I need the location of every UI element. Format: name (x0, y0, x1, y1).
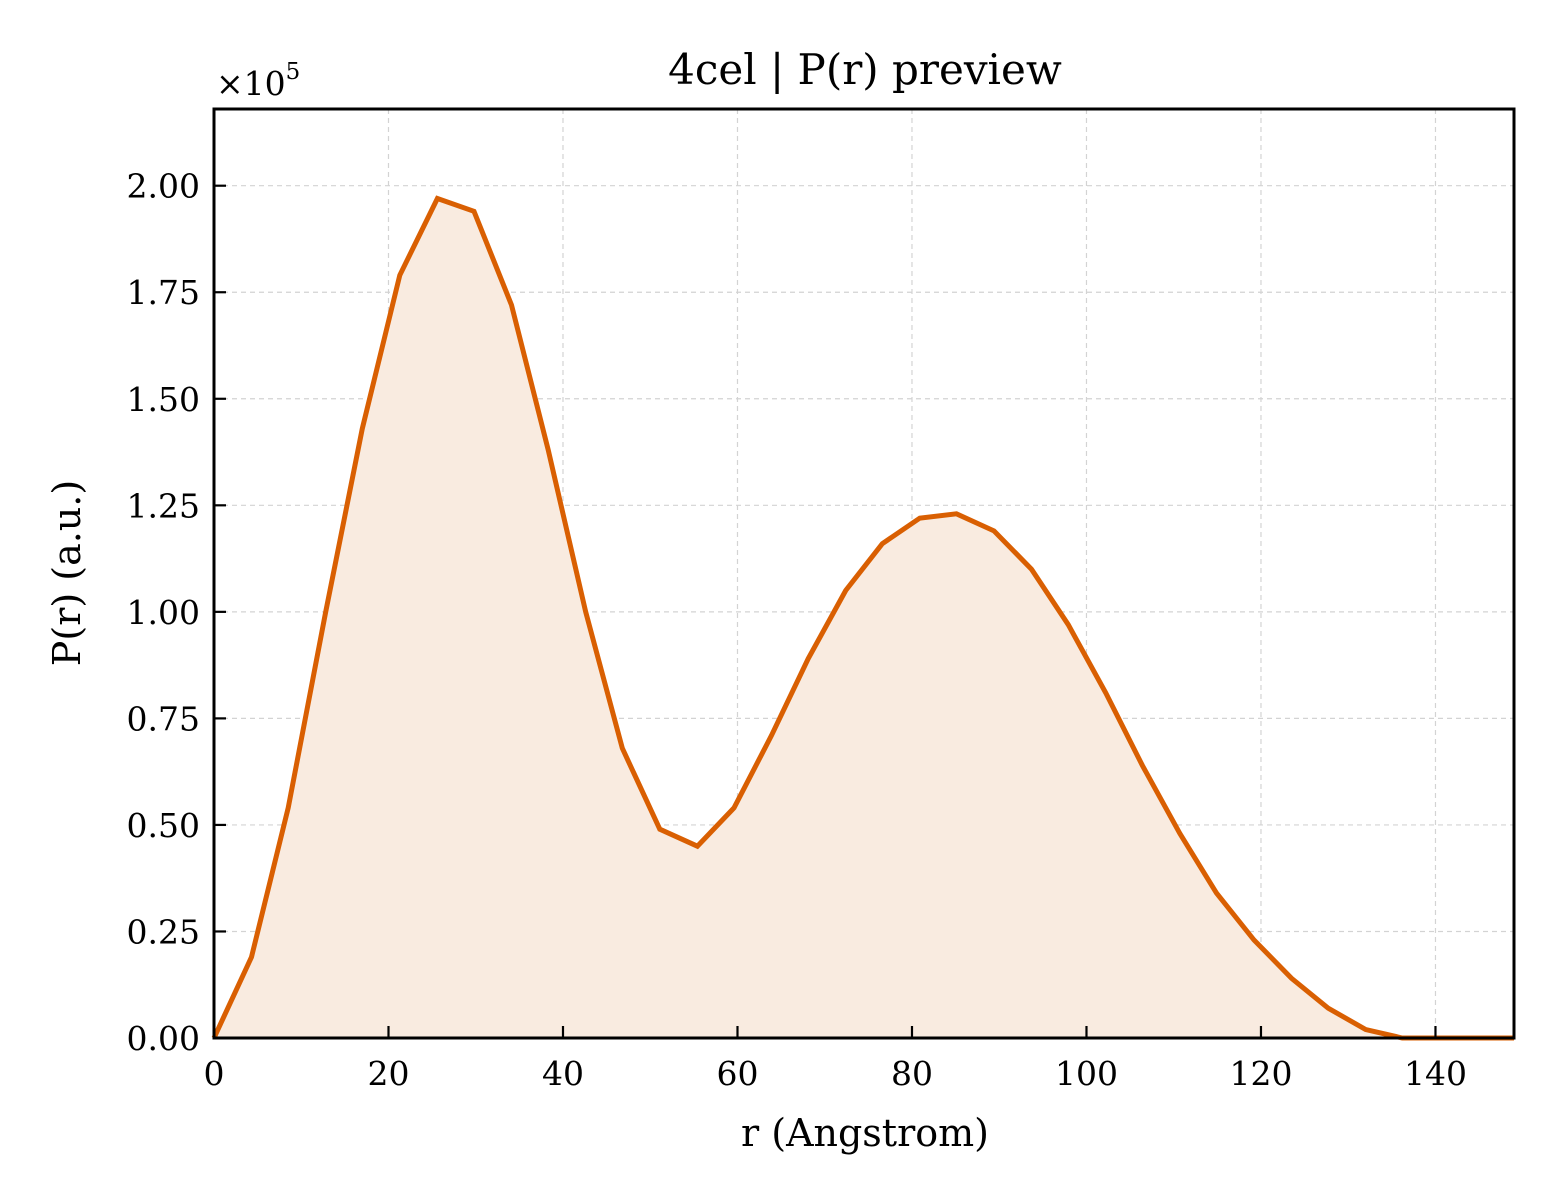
y-multiplier-exponent: 5 (286, 59, 301, 85)
y-tick-label: 0.25 (127, 912, 200, 951)
y-multiplier-base: ×10 (216, 64, 286, 103)
x-tick-label: 60 (716, 1054, 758, 1093)
plot-frame (212, 107, 1516, 1040)
series-line-group (211, 195, 1514, 1041)
y-tick-label: 0.00 (127, 1019, 200, 1058)
pr-area-fill (214, 198, 1514, 1038)
x-tick-label: 100 (1055, 1054, 1118, 1093)
y-tick-label: 2.00 (127, 167, 200, 206)
area-fill-group (214, 198, 1514, 1038)
pr-series-line (211, 195, 1514, 1041)
y-tick-label: 0.75 (127, 699, 200, 738)
y-tick-label: 1.50 (127, 380, 200, 419)
x-tick-label: 20 (367, 1054, 409, 1093)
y-axis-multiplier: ×105 (216, 59, 300, 103)
x-tick-label: 140 (1404, 1054, 1467, 1093)
x-axis-label: r (Angstrom) (741, 1111, 989, 1155)
chart-title: 4cel | P(r) preview (668, 45, 1062, 94)
y-tick-label: 1.75 (127, 273, 200, 312)
y-axis-label: P(r) (a.u.) (45, 480, 89, 666)
y-tick-label: 1.25 (127, 486, 200, 525)
x-tick-label: 80 (891, 1054, 933, 1093)
x-tick-label: 40 (542, 1054, 584, 1093)
x-tick-label: 120 (1229, 1054, 1292, 1093)
tick-marks (212, 184, 1437, 1040)
tick-labels: 0 20 40 60 80 100 120 140 0.00 0.25 0.50 0.75 1.00 1.… (127, 167, 1467, 1093)
y-tick-label: 1.00 (127, 593, 200, 632)
y-tick-label: 0.50 (127, 806, 200, 845)
x-tick-label: 0 (204, 1054, 225, 1093)
